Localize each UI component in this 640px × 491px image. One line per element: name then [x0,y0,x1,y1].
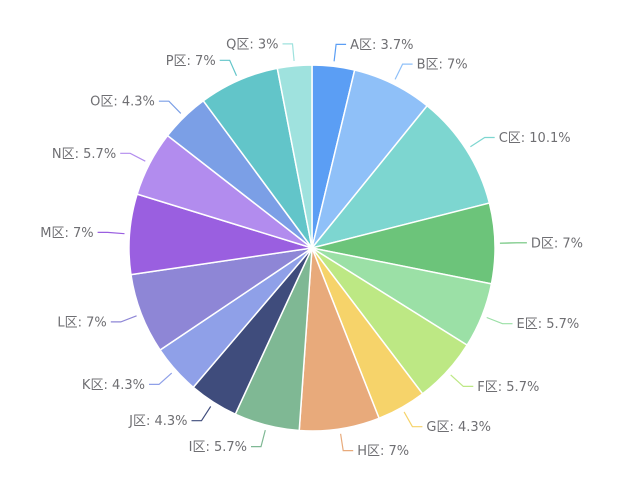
slice-label-m: M区: 7% [40,226,93,241]
slice-labels: A区: 3.7% B区: 7% C区: 10.1% D区: 7% E区: 5.7% F区:… [40,37,583,459]
pie-slices [128,64,496,432]
slice-label-q: Q区: 3% [226,37,278,52]
pie-slice-q [276,64,313,249]
leader-line-h [340,433,354,452]
leader-line-f [450,374,474,387]
slice-label-b: B区: 7% [417,58,468,73]
leader-line-e [486,316,513,325]
leader-line-a [333,43,347,62]
pie-slice-c [309,104,491,250]
leader-line-c [470,136,495,148]
slice-label-k: K区: 4.3% [82,378,145,393]
leader-line-q [282,43,295,61]
leader-line-n [120,152,146,162]
leader-line-j [191,406,212,422]
leader-line-o [158,100,182,114]
slice-label-f: F区: 5.7% [477,380,539,395]
leader-line-g [403,411,423,428]
slice-label-h: H区: 7% [357,444,409,459]
leader-line-b [394,63,413,80]
leader-line-k [149,372,173,385]
slice-label-d: D区: 7% [531,236,583,251]
slice-label-e: E区: 5.7% [517,317,580,332]
leader-line-p [219,59,238,77]
slice-label-l: L区: 7% [57,315,106,330]
label-leader-lines [97,43,527,452]
slice-label-i: I区: 5.7% [189,440,247,455]
slice-label-c: C区: 10.1% [499,131,571,146]
slice-label-a: A区: 3.7% [350,38,413,53]
slice-label-g: G区: 4.3% [426,420,491,435]
slice-label-o: O区: 4.3% [90,95,155,110]
slice-label-n: N区: 5.7% [52,147,116,162]
slice-label-j: J区: 4.3% [128,414,187,429]
leader-line-l [110,315,137,323]
leader-line-m [97,231,125,235]
slice-label-p: P区: 7% [166,54,216,69]
leader-line-i [251,429,266,448]
